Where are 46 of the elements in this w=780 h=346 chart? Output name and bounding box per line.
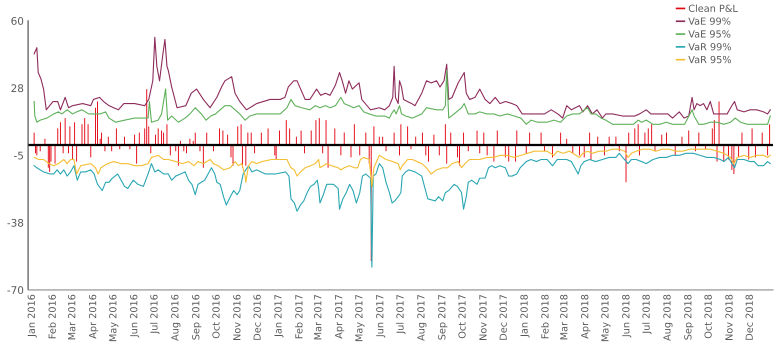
x-tick-label: Apr 2018 [581, 294, 590, 339]
x-tick-label: Sep 2018 [684, 294, 694, 340]
x-tick-label: Mar 2016 [68, 294, 76, 340]
x-tick-label: Jul 2018 [642, 294, 652, 334]
x-tick-label: Apr 2017 [334, 294, 344, 339]
x-tick-label: Mar 2018 [560, 294, 568, 340]
x-tick-label: Mar 2017 [314, 294, 322, 340]
x-tick-label: Feb 2016 [48, 294, 56, 338]
x-tick-label: Jun 2017 [376, 294, 386, 338]
x-tick-label: Dec 2016 [253, 294, 261, 340]
y-tick-label: -38 [7, 218, 24, 227]
x-tick-label: Nov 2017 [479, 294, 487, 340]
x-tick-label: Aug 2018 [663, 294, 673, 341]
x-tick-label: Dec 2018 [746, 294, 753, 340]
y-tick-label: -70 [7, 286, 24, 294]
x-tick-label: Apr 2016 [88, 294, 98, 339]
x-tick-label: Oct 2016 [212, 294, 220, 338]
x-tick-label: Sep 2016 [192, 294, 202, 340]
y-tick-label: 28 [11, 84, 24, 92]
x-tick-label: Jan 2017 [274, 294, 284, 338]
x-tick-label: Feb 2018 [541, 294, 549, 338]
x-tick-label: Jan 2016 [28, 294, 37, 338]
x-tick-label: May 2016 [109, 294, 118, 342]
x-tick-label: Jul 2017 [396, 294, 406, 334]
x-tick-label: Jun 2018 [622, 294, 632, 338]
x-tick-label: Aug 2016 [171, 294, 180, 341]
y-tick-label: 60 [11, 16, 24, 25]
x-tick-label: Jul 2016 [150, 294, 160, 334]
x-tick-label: Sep 2017 [438, 294, 448, 340]
x-tick-label: May 2017 [355, 294, 364, 342]
y-tick-label: -5 [14, 152, 24, 160]
x-tick-label: Feb 2017 [295, 294, 303, 338]
x-tick-label: Oct 2017 [458, 294, 466, 338]
x-tick-label: Nov 2018 [725, 294, 733, 340]
x-tick-label: Aug 2017 [417, 294, 426, 341]
legend-label: VaR 99% [688, 43, 732, 50]
legend-label: VaR 95% [688, 56, 732, 64]
legend-label: VaE 95% [688, 30, 730, 38]
x-tick-label: May 2018 [601, 294, 611, 342]
x-tick-label: Jan 2018 [520, 294, 530, 338]
legend-label: Clean P&L [688, 4, 738, 12]
x-tick-label: Jun 2016 [130, 294, 140, 338]
x-tick-label: Oct 2018 [704, 294, 712, 338]
x-tick-label: Nov 2016 [233, 294, 241, 340]
x-tick-label: Dec 2017 [499, 294, 507, 340]
legend-label: VaE 99% [688, 17, 730, 25]
